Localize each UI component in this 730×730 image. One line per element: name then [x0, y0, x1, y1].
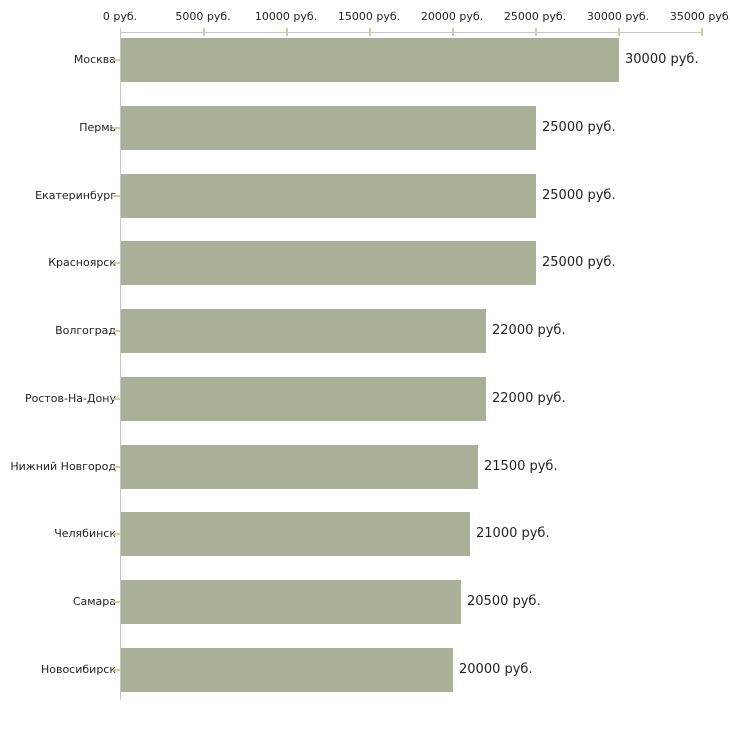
bar [121, 580, 461, 624]
category-label: Новосибирск [40, 663, 116, 676]
x-axis-line [120, 32, 702, 33]
x-axis-tick-label: 30000 руб. [586, 10, 650, 23]
x-axis-tick [618, 28, 620, 36]
value-label: 21500 руб. [484, 459, 558, 474]
category-label: Екатеринбург [35, 189, 116, 202]
value-label: 20500 руб. [467, 594, 541, 609]
value-label: 25000 руб. [542, 255, 616, 270]
category-tick [113, 601, 120, 603]
value-label: 25000 руб. [542, 120, 616, 135]
category-tick [113, 398, 120, 400]
value-label: 21000 руб. [476, 526, 550, 541]
category-tick [113, 195, 120, 197]
bar [121, 512, 470, 556]
category-label: Красноярск [48, 256, 116, 269]
bar [121, 106, 536, 150]
x-axis-tick [286, 28, 288, 36]
category-tick [113, 59, 120, 61]
x-axis-tick-label: 20000 руб. [420, 10, 484, 23]
x-axis-tick [452, 28, 454, 36]
bar [121, 174, 536, 218]
category-tick [113, 669, 120, 671]
x-axis-tick [369, 28, 371, 36]
value-label: 30000 руб. [625, 52, 699, 67]
category-tick [113, 330, 120, 332]
value-label: 25000 руб. [542, 188, 616, 203]
x-axis-tick-label: 25000 руб. [503, 10, 567, 23]
value-label: 22000 руб. [492, 323, 566, 338]
category-label: Нижний Новгород [10, 460, 116, 473]
bar [121, 241, 536, 285]
category-label: Пермь [79, 121, 116, 134]
x-axis-tick-label: 10000 руб. [254, 10, 318, 23]
category-label: Самара [72, 595, 116, 608]
value-label: 20000 руб. [459, 662, 533, 677]
bar [121, 309, 486, 353]
category-label: Ростов-На-Дону [24, 392, 116, 405]
x-axis-tick [701, 28, 703, 36]
category-label: Волгоград [55, 324, 116, 337]
category-tick [113, 127, 120, 129]
bar [121, 445, 478, 489]
bar [121, 38, 619, 82]
x-axis-tick [203, 28, 205, 36]
y-axis-line [120, 28, 121, 700]
bar [121, 648, 453, 692]
category-tick [113, 262, 120, 264]
x-axis-tick-label: 35000 руб. [669, 10, 730, 23]
category-tick [113, 466, 120, 468]
bar [121, 377, 486, 421]
category-tick [113, 533, 120, 535]
x-axis-tick-label: 5000 руб. [175, 10, 231, 23]
x-axis-tick-label: 15000 руб. [337, 10, 401, 23]
x-axis-tick [535, 28, 537, 36]
value-label: 22000 руб. [492, 391, 566, 406]
category-label: Москва [73, 53, 116, 66]
x-axis-tick-label: 0 руб. [102, 10, 138, 23]
category-label: Челябинск [54, 527, 116, 540]
